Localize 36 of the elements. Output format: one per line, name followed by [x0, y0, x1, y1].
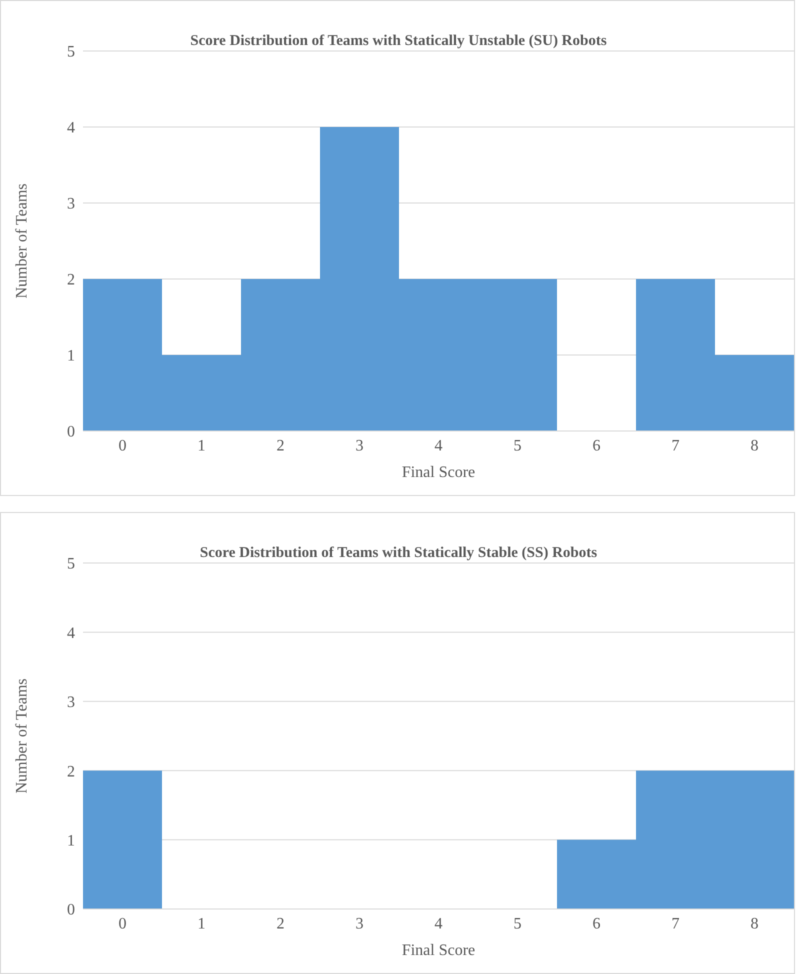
- x-axis-title: Final Score: [402, 942, 476, 959]
- x-tick-label: 5: [514, 437, 522, 454]
- x-tick-label: 6: [592, 437, 600, 454]
- x-tick-label: 4: [434, 437, 442, 454]
- x-tick-label: 1: [198, 437, 206, 454]
- x-tick-label: 8: [750, 915, 758, 932]
- y-tick-label: 3: [67, 196, 75, 213]
- x-tick-label: 6: [592, 915, 600, 932]
- y-axis-title: Number of Teams: [14, 678, 31, 794]
- x-tick-label: 3: [356, 437, 364, 454]
- y-tick-label: 0: [67, 902, 75, 919]
- x-tick-label: 0: [118, 437, 126, 454]
- y-tick-label: 4: [67, 624, 75, 642]
- y-tick-label: 2: [67, 763, 75, 780]
- y-tick-label: 5: [67, 556, 75, 573]
- y-tick-label: 1: [67, 832, 75, 850]
- y-tick-label: 5: [67, 44, 75, 61]
- y-tick-label: 4: [67, 120, 75, 137]
- y-axis-title: Number of Teams: [14, 184, 31, 298]
- y-tick-label: 3: [67, 694, 75, 712]
- y-tick-label: 1: [67, 348, 75, 365]
- x-tick-label: 2: [276, 437, 284, 454]
- x-tick-label: 1: [198, 915, 206, 932]
- x-tick-label: 8: [750, 437, 758, 454]
- x-tick-label: 2: [276, 915, 284, 932]
- x-tick-label: 4: [434, 915, 442, 932]
- y-tick-label: 2: [67, 272, 75, 289]
- x-tick-label: 7: [672, 437, 680, 454]
- x-axis-title: Final Score: [402, 464, 476, 481]
- chart-title: Score Distribution of Teams with Statically Stable (SS) Robots: [200, 545, 598, 561]
- x-tick-label: 5: [514, 915, 522, 932]
- x-tick-label: 3: [356, 915, 364, 932]
- x-tick-label: 7: [672, 915, 680, 932]
- y-tick-label: 0: [67, 424, 75, 441]
- x-tick-label: 0: [118, 915, 126, 932]
- chart-title: Score Distribution of Teams with Statically Unstable (SU) Robots: [190, 33, 607, 49]
